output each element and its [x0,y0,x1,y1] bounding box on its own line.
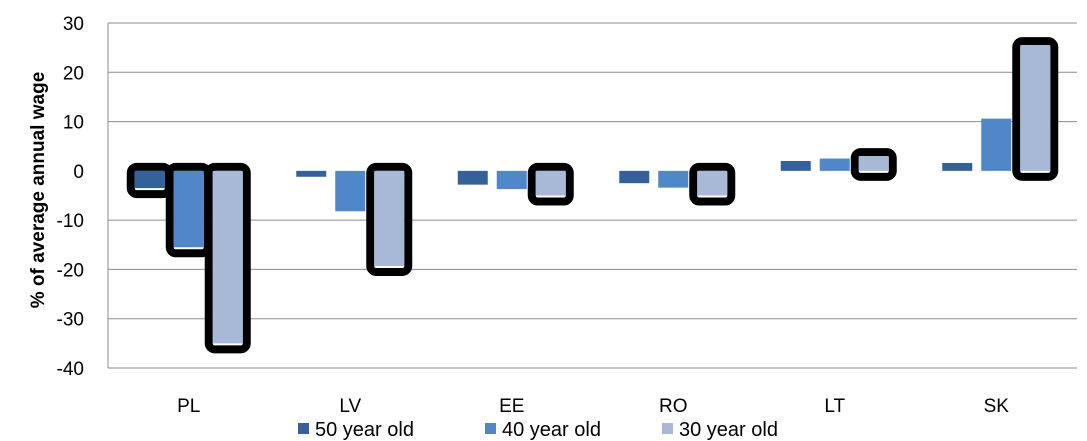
bar [496,170,527,190]
x-tick-label: SK [984,396,1010,417]
x-axis-ticks: PL LV EE RO LT SK [177,396,1009,417]
y-tick-label: -20 [57,260,84,281]
y-tick-label: -30 [57,310,84,331]
bar-highlight [527,162,574,206]
bar [374,170,405,266]
bar [858,156,889,171]
bar-highlight [366,162,413,276]
bar [335,170,366,212]
bars [126,37,1059,354]
bar [296,170,327,177]
bar [212,170,243,344]
legend-label: 40 year old [502,419,601,441]
legend: 50 year old 40 year old 30 year old [298,419,778,441]
legend-swatch [298,423,309,434]
bar [619,170,650,184]
bar [1020,45,1051,171]
bar-highlight [850,148,897,181]
bar [535,170,566,196]
legend-item: 30 year old [662,419,778,441]
bar [780,161,811,171]
bar [697,170,728,196]
bar [942,162,973,171]
bar [658,170,689,188]
bar-highlight [204,162,251,354]
gridlines [107,22,1077,369]
bar-highlight [1012,37,1059,181]
y-axis-ticks: 30 20 10 0 -10 -20 -30 -40 [57,14,84,380]
x-tick-label: LV [339,396,361,417]
x-tick-label: EE [499,396,524,417]
x-tick-label: LT [824,396,845,417]
y-tick-label: 30 [63,14,84,35]
legend-item: 50 year old [298,419,414,441]
y-tick-label: -10 [57,211,84,232]
bar [134,170,165,189]
x-tick-label: RO [659,396,688,417]
legend-swatch [485,423,496,434]
y-tick-label: 10 [63,113,84,134]
bar-highlight [689,162,736,206]
legend-label: 50 year old [315,419,414,441]
legend-swatch [662,423,673,434]
y-axis-label: % of average annual wage [28,72,49,309]
legend-item: 40 year old [485,419,601,441]
legend-label: 30 year old [679,419,778,441]
bar [981,118,1012,171]
y-tick-label: 20 [63,63,84,84]
bar [457,170,488,185]
bar [819,158,850,171]
x-tick-label: PL [177,396,200,417]
y-tick-label: 0 [73,162,84,183]
bar [173,170,204,248]
y-tick-label: -40 [57,359,84,380]
